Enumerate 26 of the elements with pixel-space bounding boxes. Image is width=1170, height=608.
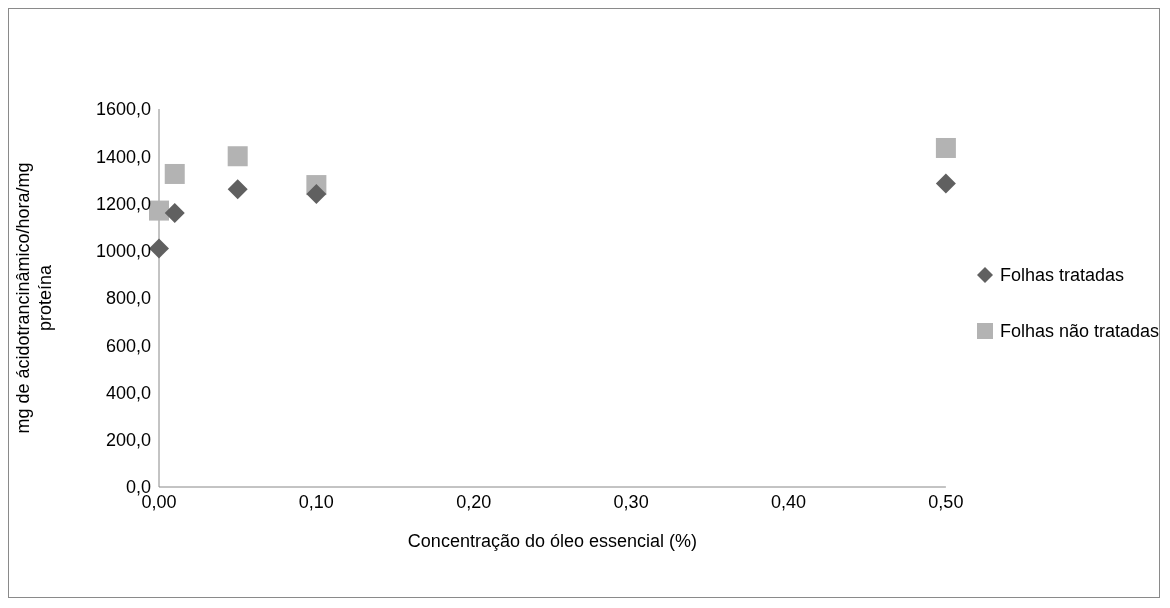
- legend-label: Folhas não tratadas: [999, 320, 1159, 343]
- point: [306, 184, 327, 205]
- y-tick-label: 800,0: [105, 288, 151, 309]
- point: [164, 202, 185, 223]
- point: [227, 146, 248, 167]
- point: [149, 238, 169, 259]
- x-tick-label: 0,40: [770, 491, 807, 512]
- x-tick-label: 0,10: [298, 491, 334, 512]
- y-tick-label: 1600,0: [95, 99, 151, 120]
- point: [935, 137, 956, 158]
- x-tick-label: 0,30: [613, 491, 649, 512]
- y-tick-label: 1400,0: [95, 146, 151, 167]
- point: [149, 200, 169, 221]
- y-axis-title: mg de ácidotrancinâmico/hora/mg proteína: [13, 162, 55, 434]
- point: [227, 179, 248, 200]
- legend-label: Folhas tratadas: [999, 264, 1124, 287]
- x-tick-label: 0,20: [456, 491, 492, 512]
- y-tick-label: 400,0: [105, 382, 151, 403]
- y-tick-label: 1000,0: [95, 241, 151, 262]
- y-tick-label: 600,0: [105, 335, 151, 356]
- point: [164, 163, 185, 184]
- y-tick-label: 200,0: [105, 430, 151, 451]
- x-axis-title: Concentração do óleo essencial (%): [407, 531, 698, 551]
- x-tick-label: 0,50: [928, 491, 964, 512]
- y-tick-label: 1200,0: [95, 193, 151, 214]
- point: [935, 173, 956, 194]
